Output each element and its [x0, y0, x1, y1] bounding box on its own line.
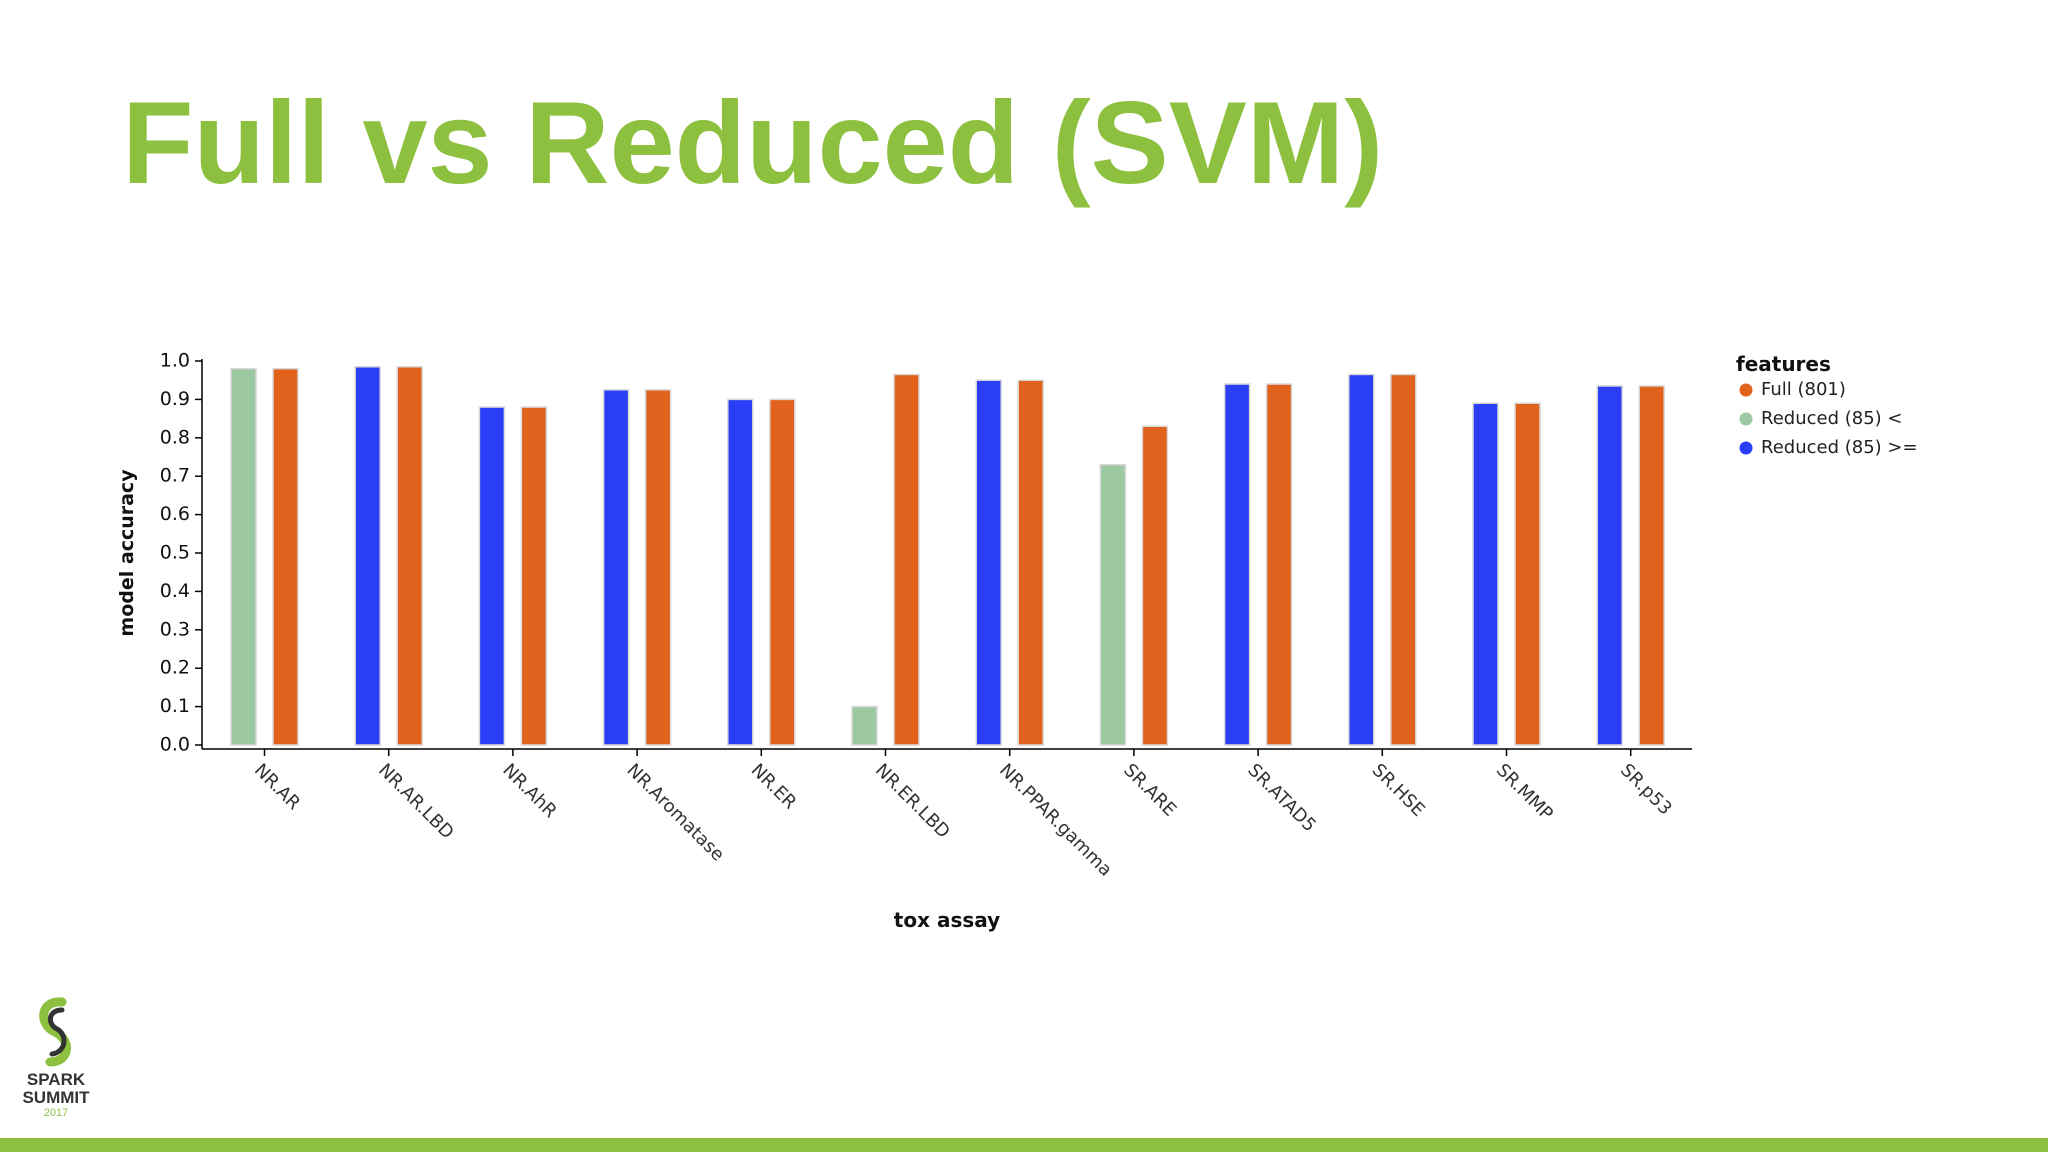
bar-full: [1390, 373, 1417, 746]
y-tick-label: 1.0: [160, 350, 190, 372]
y-tick-label: 0.2: [160, 657, 190, 679]
logo-line2: SUMMIT: [22, 1088, 90, 1107]
x-tick-label: NR.AR: [250, 760, 304, 814]
y-tick-label: 0.3: [160, 618, 190, 640]
bar-reduced: [727, 398, 754, 746]
x-tick-label: SR.MMP: [1492, 760, 1557, 825]
bar-reduced: [1472, 402, 1499, 746]
x-tick-label: SR.ATAD5: [1244, 760, 1320, 836]
bar-full: [1141, 425, 1169, 746]
x-tick-label: NR.Aromatase: [623, 760, 729, 866]
x-tick-label: NR.PPAR.gamma: [995, 760, 1116, 881]
bar-reduced: [602, 389, 630, 746]
bar-reduced: [1223, 383, 1251, 746]
bottom-accent-bar: [0, 1138, 2048, 1152]
legend-swatch: [1739, 441, 1753, 455]
logo-year: 2017: [44, 1107, 68, 1119]
bar-full: [272, 367, 299, 746]
bar-full: [644, 389, 672, 746]
y-tick-label: 0.6: [160, 503, 190, 525]
legend-swatch: [1739, 383, 1753, 397]
legend-label: Reduced (85) <: [1761, 408, 1902, 429]
y-tick-label: 0.4: [160, 580, 190, 602]
y-tick-label: 0.9: [160, 388, 190, 410]
x-tick-label: NR.ER.LBD: [871, 760, 954, 843]
bar-reduced: [1099, 463, 1127, 746]
legend-swatch: [1739, 412, 1753, 426]
y-tick-label: 0.7: [160, 465, 190, 487]
legend-label: Reduced (85) >=: [1761, 437, 1918, 458]
logo-line1: SPARK: [27, 1070, 86, 1089]
x-tick-label: NR.AR.LBD: [374, 760, 458, 844]
legend-title: features: [1736, 352, 1831, 376]
bar-reduced: [1348, 373, 1375, 746]
x-tick-label: NR.ER: [747, 760, 801, 814]
y-tick-label: 0.0: [160, 734, 190, 756]
x-tick-label: SR.p53: [1616, 760, 1676, 820]
y-tick-label: 0.1: [160, 695, 190, 717]
bar-reduced: [851, 705, 878, 746]
y-tick-label: 0.5: [160, 542, 190, 564]
spark-logo-icon: [39, 997, 71, 1067]
bar-full: [893, 373, 920, 746]
bar-reduced: [478, 406, 506, 746]
bar-reduced: [1596, 385, 1623, 746]
bar-reduced: [975, 379, 1002, 746]
bar-full: [396, 366, 423, 746]
x-tick-label: NR.AhR: [498, 760, 560, 822]
slide-title: Full vs Reduced (SVM): [122, 77, 1384, 208]
spark-summit-logo: SPARK SUMMIT 2017: [22, 997, 90, 1119]
y-axis-title: model accuracy: [116, 469, 138, 637]
bar-full: [1638, 385, 1665, 746]
bar-full: [769, 398, 796, 746]
legend-label: Full (801): [1761, 379, 1846, 400]
bar-full: [1514, 402, 1541, 746]
bar-full: [1265, 383, 1293, 746]
y-tick-label: 0.8: [160, 426, 190, 448]
x-axis-title: tox assay: [894, 908, 1000, 932]
x-tick-label: SR.HSE: [1368, 760, 1429, 821]
bar-full: [1017, 379, 1044, 746]
x-tick-label: SR.ARE: [1119, 760, 1180, 821]
bar-reduced: [354, 366, 381, 746]
bar-full: [520, 406, 548, 746]
bar-reduced: [230, 367, 257, 746]
